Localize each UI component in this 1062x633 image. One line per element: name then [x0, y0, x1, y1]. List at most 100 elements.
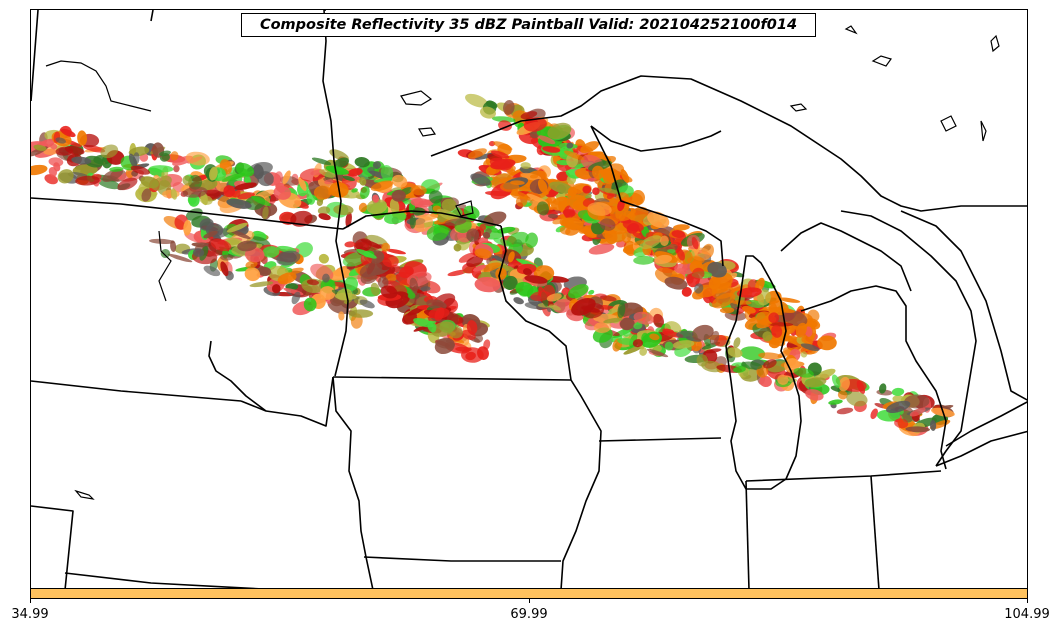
reflectivity-blob [691, 237, 699, 250]
iowa-mo-border [363, 556, 561, 562]
reflectivity-blob [84, 155, 104, 168]
reflectivity-blob [465, 93, 488, 108]
reflectivity-blob [426, 299, 447, 310]
reflectivity-blob [249, 281, 274, 288]
reflectivity-blob [520, 111, 538, 120]
reflectivity-blob [741, 361, 763, 370]
reflectivity-blob [221, 172, 246, 182]
reflectivity-blob [427, 320, 437, 333]
reflectivity-blob [495, 267, 507, 280]
reflectivity-blob [276, 250, 301, 266]
great-bear-2 [980, 120, 987, 142]
reflectivity-blob [758, 352, 783, 360]
reflectivity-blob [795, 322, 807, 338]
reflectivity-blob [759, 375, 772, 388]
reflectivity-blob [273, 171, 283, 187]
reflectivity-blob [654, 254, 673, 264]
mn-iowa-border [332, 376, 572, 381]
reflectivity-blob [257, 266, 272, 277]
reflectivity-blob [377, 276, 389, 289]
colorbar-tick-mid [529, 599, 530, 603]
reflectivity-blob [235, 162, 255, 177]
reflectivity-blob [75, 175, 100, 186]
reflectivity-blob [183, 220, 192, 236]
reflectivity-blob [587, 202, 612, 216]
reflectivity-blob [466, 228, 480, 242]
reflectivity-blob [664, 341, 674, 351]
manitoba-ontario-border [31, 10, 39, 102]
reflectivity-blob [828, 399, 843, 405]
reflectivity-blob [677, 248, 685, 261]
reflectivity-blob [870, 408, 878, 420]
reflectivity-blob [317, 206, 331, 215]
reflectivity-blob [482, 231, 491, 239]
reflectivity-blob [520, 162, 531, 169]
reflectivity-blob [318, 253, 329, 264]
reflectivity-blob [817, 335, 837, 351]
reflectivity-blob [619, 317, 635, 331]
reflectivity-blob [538, 135, 556, 145]
reflectivity-blob [223, 185, 236, 198]
reflectivity-blob [325, 165, 350, 175]
in-oh-border [870, 475, 880, 588]
reflectivity-blob [929, 420, 937, 431]
reflectivity-blob [226, 222, 249, 233]
reflectivity-blob [831, 374, 841, 388]
reflectivity-blob [502, 275, 518, 290]
reflectivity-blob [633, 255, 655, 265]
reflectivity-blob [319, 169, 336, 178]
reflectivity-blob [473, 264, 486, 272]
reflectivity-blob [347, 168, 363, 177]
reflectivity-blob [33, 144, 47, 151]
reflectivity-blob [55, 137, 66, 144]
reflectivity-blob [410, 185, 427, 196]
reflectivity-blob [599, 218, 616, 231]
reflectivity-blob [569, 210, 576, 217]
reflectivity-blob [447, 269, 468, 277]
reflectivity-blob [359, 299, 375, 309]
lake-nipissing [871, 55, 892, 67]
reflectivity-blob [727, 347, 743, 358]
colorbar-tick-max [1027, 599, 1028, 603]
reflectivity-blob [561, 217, 584, 230]
reflectivity-blob [409, 214, 416, 229]
reflectivity-blob [366, 199, 388, 215]
reflectivity-blob [360, 186, 370, 199]
reflectivity-blob [646, 348, 669, 358]
reflectivity-blob [409, 277, 419, 293]
reflectivity-blob [588, 289, 595, 295]
reflectivity-blob [151, 175, 172, 191]
reflectivity-blob [617, 199, 625, 212]
reflectivity-blob [290, 210, 313, 227]
reflectivity-blob [673, 224, 690, 231]
reflectivity-blob [676, 330, 694, 339]
reflectivity-blob [467, 148, 487, 159]
reflectivity-blob [905, 426, 930, 433]
reflectivity-blob [100, 144, 119, 159]
reflectivity-blob [107, 175, 120, 182]
reflectivity-blob [453, 243, 462, 252]
reflectivity-blob [771, 324, 783, 338]
reflectivity-blob [244, 267, 261, 282]
colorbar-label-mid: 69.99 [510, 607, 548, 622]
reflectivity-blob [372, 194, 380, 203]
reflectivity-blob [356, 248, 377, 259]
reflectivity-blob [762, 331, 773, 342]
reflectivity-blob [359, 176, 367, 186]
reflectivity-blob [904, 394, 930, 409]
reflectivity-blob [64, 145, 85, 155]
reflectivity-blob [342, 252, 367, 267]
reflectivity-blob [463, 205, 480, 219]
reflectivity-blob [891, 387, 905, 396]
reflectivity-blob [303, 297, 317, 312]
reflectivity-blob [298, 176, 307, 191]
devils-lake [158, 230, 172, 302]
reflectivity-blob [109, 166, 124, 172]
reflectivity-blob [372, 161, 381, 170]
reflectivity-blob [814, 368, 836, 381]
reflectivity-blob [838, 376, 850, 392]
reflectivity-blob [385, 273, 397, 282]
sakakawea [74, 489, 95, 500]
reflectivity-blob [777, 374, 789, 385]
reflectivity-blob [800, 351, 808, 358]
